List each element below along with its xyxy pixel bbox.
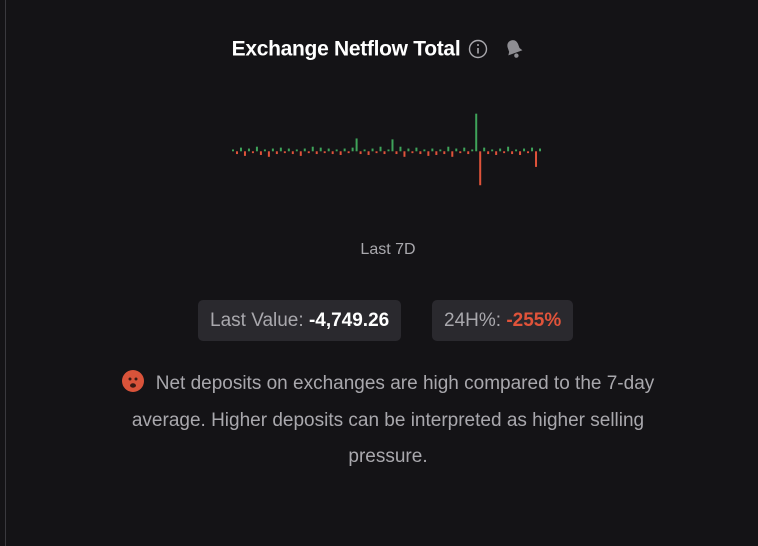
bar	[347, 151, 350, 154]
bar	[375, 151, 378, 154]
bar	[343, 148, 346, 152]
bar	[399, 146, 402, 152]
bar	[407, 148, 410, 152]
bar	[327, 148, 330, 152]
bar	[359, 151, 362, 155]
bar	[363, 149, 366, 152]
bar	[307, 151, 310, 154]
stat-pill: 24H%: -255%	[432, 300, 574, 341]
bar	[447, 146, 450, 152]
bar	[311, 146, 314, 152]
bar	[523, 148, 526, 152]
bar	[487, 151, 490, 155]
bar	[439, 149, 442, 152]
bar	[479, 151, 482, 186]
divider	[5, 0, 6, 546]
bar	[515, 149, 518, 152]
bar	[295, 149, 298, 152]
bar	[471, 149, 474, 152]
bar	[427, 151, 430, 156]
bar	[451, 151, 454, 157]
sparkline	[232, 113, 542, 186]
stat-value: -4,749.26	[308, 310, 390, 331]
stat-pill: Last Value: -4,749.26	[198, 300, 402, 341]
bar	[239, 147, 242, 152]
bar	[491, 149, 494, 152]
bar	[367, 151, 370, 155]
bar	[299, 151, 302, 156]
bar	[431, 148, 434, 152]
bar	[279, 147, 282, 152]
bar	[395, 151, 398, 155]
bar	[283, 151, 286, 154]
bar	[243, 151, 246, 156]
bar	[255, 146, 258, 152]
bar	[379, 146, 382, 152]
bar	[511, 151, 514, 155]
bar	[475, 113, 478, 152]
bar	[335, 149, 338, 152]
bar	[391, 139, 394, 152]
bar	[319, 147, 322, 152]
bar	[383, 151, 386, 155]
bar	[467, 151, 470, 155]
bar	[539, 148, 542, 152]
bar	[387, 149, 390, 152]
bar	[535, 151, 538, 167]
stat-label: 24H%:	[444, 310, 502, 331]
bar	[303, 148, 306, 152]
bar	[419, 151, 422, 155]
bar	[483, 147, 486, 152]
bar	[423, 149, 426, 152]
bar	[459, 151, 462, 154]
bar	[531, 147, 534, 152]
bar	[507, 146, 510, 152]
bar	[435, 151, 438, 155]
bar	[287, 148, 290, 152]
bar	[403, 151, 406, 157]
alert-bell[interactable]	[502, 37, 526, 61]
description: Net deposits on exchanges are high compa…	[131, 373, 655, 467]
stat-label: Last Value:	[210, 310, 304, 331]
description-block: Net deposits on exchanges are high compa…	[93, 366, 683, 476]
bar	[499, 148, 502, 152]
bar	[263, 149, 266, 152]
bar	[339, 151, 342, 155]
bar	[527, 151, 530, 154]
bar	[503, 151, 506, 154]
bar	[371, 148, 374, 152]
bar	[443, 151, 446, 155]
bar	[275, 151, 278, 155]
bar	[331, 151, 334, 155]
bar	[247, 148, 250, 152]
bar	[259, 151, 262, 155]
widget-header: Exchange Netflow Total	[0, 37, 758, 61]
bar	[463, 147, 466, 152]
bar	[323, 151, 326, 154]
bar	[235, 151, 238, 155]
bar	[455, 148, 458, 152]
bar	[351, 147, 354, 152]
bar	[415, 147, 418, 152]
bar	[267, 151, 270, 157]
info-icon[interactable]	[468, 39, 488, 59]
sad-emoji	[121, 370, 144, 392]
period-label: Last 7D	[360, 241, 416, 258]
bar	[495, 151, 498, 155]
bar	[411, 151, 414, 154]
bar	[355, 138, 358, 152]
bar	[271, 148, 274, 152]
bar	[251, 151, 254, 154]
stat-value: -255%	[506, 310, 562, 331]
bar	[291, 151, 294, 155]
bar	[519, 151, 522, 155]
bar	[315, 151, 318, 155]
bar	[232, 149, 234, 152]
widget-title: Exchange Netflow Total	[231, 37, 461, 61]
